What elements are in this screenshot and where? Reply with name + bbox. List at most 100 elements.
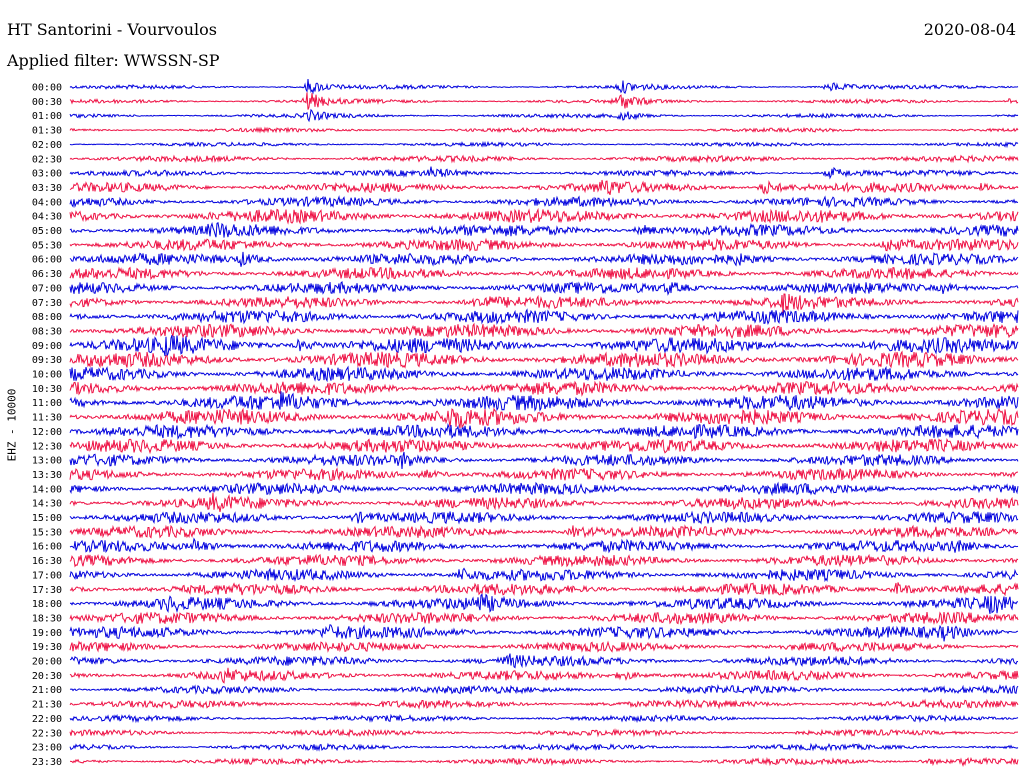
trace-row [69,567,1019,583]
trace-row [69,79,1019,95]
row-time-label: 00:00 [32,83,62,94]
trace-row [69,365,1019,383]
row-time-label: 08:30 [32,326,62,337]
row-time-label: 03:00 [32,169,62,180]
row-time-label: 12:00 [32,427,62,438]
row-time-label: 22:30 [32,728,62,739]
row-time-label: 18:30 [32,613,62,624]
trace-row [69,407,1019,429]
row-time-label: 17:30 [32,585,62,596]
trace-row [69,293,1019,314]
row-time-label: 06:30 [32,269,62,280]
trace-row [69,667,1019,684]
row-time-label: 13:30 [32,470,62,481]
trace-row [69,481,1019,497]
row-time-label: 19:00 [32,628,62,639]
trace-row [69,640,1019,653]
trace-row [69,742,1019,752]
trace-row [69,422,1019,440]
trace-row [69,280,1019,296]
row-time-label: 21:30 [32,700,62,711]
trace-row [69,380,1019,397]
trace-row [69,108,1019,123]
row-time-label: 20:00 [32,657,62,668]
row-time-label: 13:00 [32,456,62,467]
trace-row [69,92,1019,110]
row-time-label: 02:00 [32,140,62,151]
trace-row [69,266,1019,280]
row-time-label: 04:00 [32,197,62,208]
row-time-label: 05:30 [32,240,62,251]
trace-row [69,179,1019,196]
trace-row [69,154,1019,164]
trace-row [69,391,1019,412]
trace-row [69,553,1019,568]
trace-row [69,537,1019,554]
row-time-label: 14:00 [32,484,62,495]
trace-row [69,438,1019,455]
trace-row [69,222,1019,238]
row-time-label: 02:30 [32,154,62,165]
row-time-label: 07:30 [32,298,62,309]
trace-row [69,207,1019,225]
row-time-label: 09:30 [32,355,62,366]
row-time-label: 01:00 [32,111,62,122]
trace-row [69,251,1019,267]
trace-row [69,524,1019,540]
row-time-label: 23:30 [32,757,62,768]
row-time-label: 11:30 [32,413,62,424]
row-time-label: 04:30 [32,212,62,223]
row-time-label: 15:00 [32,513,62,524]
date-label: 2020-08-04 [923,20,1016,39]
row-time-label: 06:00 [32,255,62,266]
trace-row [69,195,1019,209]
trace-row [69,653,1019,669]
trace-row [69,126,1019,134]
row-time-label: 09:00 [32,341,62,352]
trace-row [69,510,1019,525]
trace-row [69,593,1019,614]
row-time-label: 00:30 [32,97,62,108]
trace-row [69,467,1018,482]
row-time-label: 19:30 [32,642,62,653]
trace-row [69,451,1019,470]
filter-label: Applied filter: WWSSN-SP [7,51,220,70]
trace-row [69,611,1019,626]
trace-row [69,166,1019,180]
trace-row [69,624,1019,642]
row-time-label: 10:30 [32,384,62,395]
trace-row [69,335,1019,357]
trace-row [69,350,1019,369]
trace-row [69,308,1019,325]
row-time-label: 11:00 [32,398,62,409]
trace-row [69,237,1019,252]
row-time-label: 22:00 [32,714,62,725]
station-title: HT Santorini - Vourvoulos [7,20,217,39]
row-time-label: 08:00 [32,312,62,323]
row-time-label: 07:00 [32,283,62,294]
row-time-label: 20:30 [32,671,62,682]
row-time-label: 01:30 [32,126,62,137]
row-time-label: 18:00 [32,599,62,610]
trace-row [69,140,1019,149]
row-time-label: 03:30 [32,183,62,194]
row-time-label: 15:30 [32,527,62,538]
trace-row [69,756,1019,768]
row-time-label: 17:00 [32,570,62,581]
trace-row [69,698,1019,710]
row-time-label: 21:00 [32,685,62,696]
trace-row [69,492,1019,512]
row-time-label: 10:00 [32,370,62,381]
trace-row [69,728,1018,738]
trace-row [69,582,1019,597]
row-time-label: 16:30 [32,556,62,567]
trace-row [69,684,1019,695]
row-time-label: 23:00 [32,743,62,754]
trace-row [69,713,1019,724]
row-time-label: 05:00 [32,226,62,237]
row-time-label: 16:00 [32,542,62,553]
trace-row [69,322,1019,340]
row-time-label: 12:30 [32,441,62,452]
row-time-label: 14:30 [32,499,62,510]
